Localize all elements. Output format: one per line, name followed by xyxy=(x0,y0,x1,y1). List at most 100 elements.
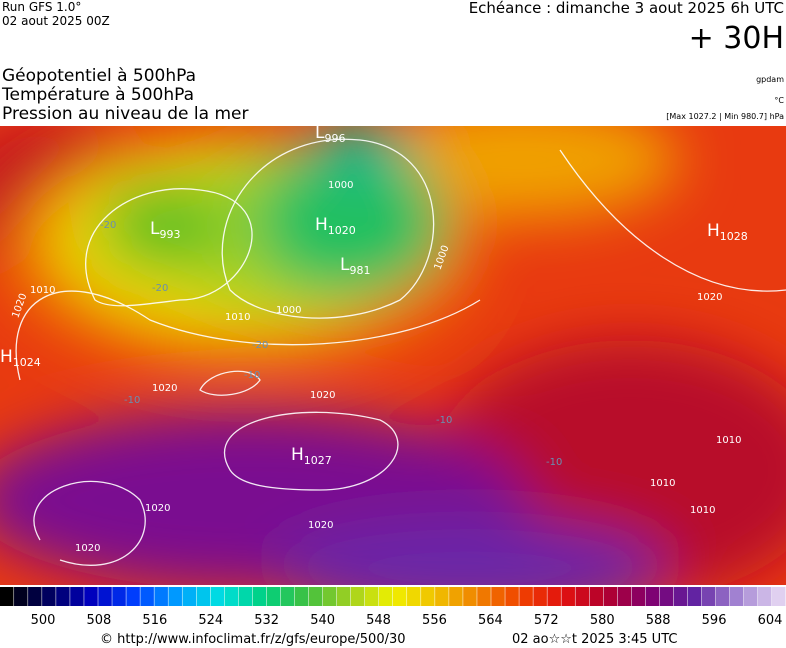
colorbar-swatch xyxy=(421,587,435,606)
source-url: © http://www.infoclimat.fr/z/gfs/europe/… xyxy=(100,632,406,647)
colorbar-tick-label: 548 xyxy=(366,613,391,628)
colorbar-tick-label: 556 xyxy=(422,613,447,628)
colorbar-swatch xyxy=(308,587,323,606)
colorbar-swatch xyxy=(729,587,744,606)
temperature-label: -10 xyxy=(244,370,260,381)
isobar-label: 1020 xyxy=(697,292,722,303)
colorbar-swatch xyxy=(701,587,716,606)
pressure-center: H1027 xyxy=(291,445,332,467)
map xyxy=(0,126,786,585)
colorbar-swatch xyxy=(56,587,70,606)
isobar-label: 1000 xyxy=(328,180,353,191)
isobar-label: 1000 xyxy=(276,305,301,316)
isobar-label: 1020 xyxy=(308,520,333,531)
colorbar-swatch xyxy=(126,587,140,606)
colorbar-swatch xyxy=(673,587,688,606)
colorbar-swatch xyxy=(14,587,28,606)
field-name: Pression au niveau de la mer xyxy=(2,104,248,124)
isobar-label: 1020 xyxy=(310,390,335,401)
colorbar-swatch xyxy=(687,587,702,606)
colorbar-swatch xyxy=(84,587,98,606)
colorbar-swatch xyxy=(98,587,112,606)
colorbar-tick-label: 588 xyxy=(646,613,671,628)
temperature-label: -10 xyxy=(546,457,562,468)
colorbar: 500 508 516 524 532 540 548 556 564 572 580 588 596 6… xyxy=(0,587,786,628)
colorbar-swatch xyxy=(393,587,407,606)
colorbar-swatch xyxy=(294,587,309,606)
colorbar-swatch xyxy=(28,587,42,606)
colorbar-swatch xyxy=(140,587,154,606)
temperature-label: -20 xyxy=(252,340,268,351)
colorbar-swatch xyxy=(322,587,337,606)
colorbar-swatch xyxy=(617,587,632,606)
colorbar-swatch xyxy=(533,587,547,606)
colorbar-swatch xyxy=(70,587,84,606)
lead-time: + 30H xyxy=(689,21,784,56)
colorbar-swatch xyxy=(449,587,463,606)
isobar-label: 1020 xyxy=(75,543,100,554)
temperature-label: -10 xyxy=(436,415,452,426)
field-name: Géopotentiel à 500hPa xyxy=(2,66,196,86)
colorbar-tick-label: 564 xyxy=(478,613,503,628)
forecast-time: Echéance : dimanche 3 aout 2025 6h UTC xyxy=(469,0,784,17)
colorbar-swatch xyxy=(491,587,505,606)
generated-time: 02 ao☆☆t 2025 3:45 UTC xyxy=(512,632,677,647)
colorbar-swatch xyxy=(238,587,253,606)
pressure-center: L981 xyxy=(340,255,370,277)
colorbar-tick-label: 604 xyxy=(758,613,783,628)
colorbar-tick-label: 508 xyxy=(87,613,112,628)
colorbar-swatch xyxy=(336,587,351,606)
pressure-center: L996 xyxy=(315,123,345,145)
colorbar-tick-label: 572 xyxy=(534,613,559,628)
colorbar-swatch xyxy=(350,587,365,606)
colorbar-tick-label: 532 xyxy=(254,613,279,628)
run-label: Run GFS 1.0° xyxy=(2,0,81,14)
colorbar-swatch xyxy=(252,587,267,606)
colorbar-swatch xyxy=(435,587,449,606)
isobar-label: 1020 xyxy=(145,503,170,514)
unit: [Max 1027.2 | Min 980.7] hPa xyxy=(666,112,784,121)
colorbar-swatch xyxy=(505,587,519,606)
colorbar-swatch xyxy=(407,587,421,606)
temperature-label: -10 xyxy=(124,395,140,406)
colorbar-swatch xyxy=(210,587,225,606)
colorbar-swatch xyxy=(266,587,281,606)
colorbar-swatch xyxy=(715,587,730,606)
colorbar-tick-label: 524 xyxy=(198,613,223,628)
temperature-labels: -20 -20 -20 -10 -10 -10 -10 xyxy=(100,220,562,468)
colorbar-swatch xyxy=(42,587,56,606)
colorbar-swatch xyxy=(659,587,674,606)
pressure-center: H1028 xyxy=(707,221,748,243)
pressure-center: H1020 xyxy=(315,215,356,237)
colorbar-swatch xyxy=(771,587,786,606)
isobar-label: 1010 xyxy=(225,312,250,323)
colorbar-tick-label: 580 xyxy=(590,613,615,628)
colorbar-swatch xyxy=(589,587,604,606)
colorbar-swatch xyxy=(364,587,379,606)
colorbar-swatch xyxy=(519,587,533,606)
colorbar-swatch xyxy=(463,587,477,606)
colorbar-swatch xyxy=(645,587,660,606)
pressure-center: L993 xyxy=(150,219,180,241)
colorbar-swatch xyxy=(378,587,393,606)
colorbar-swatch xyxy=(575,587,589,606)
isobar-label: 1010 xyxy=(30,285,55,296)
colorbar-swatch xyxy=(280,587,295,606)
pressure-centers: L996 L993 H1020 L981 H1028 H1024 H1027 xyxy=(0,123,748,467)
colorbar-swatch xyxy=(154,587,168,606)
isobar-label: 1010 xyxy=(716,435,741,446)
temperature-label: -20 xyxy=(152,283,168,294)
colorbar-tick-label: 596 xyxy=(702,613,727,628)
isobar-label: 1010 xyxy=(690,505,715,516)
colorbar-swatch xyxy=(603,587,618,606)
colorbar-swatch xyxy=(743,587,758,606)
colorbar-swatch xyxy=(182,587,196,606)
colorbar-swatch xyxy=(477,587,491,606)
pressure-center: H1024 xyxy=(0,347,41,369)
colorbar-tick-label: 516 xyxy=(142,613,167,628)
temperature-label: -20 xyxy=(100,220,116,231)
unit: °C xyxy=(774,96,784,105)
colorbar-swatch xyxy=(196,587,211,606)
run-date: 02 aout 2025 00Z xyxy=(2,14,110,28)
